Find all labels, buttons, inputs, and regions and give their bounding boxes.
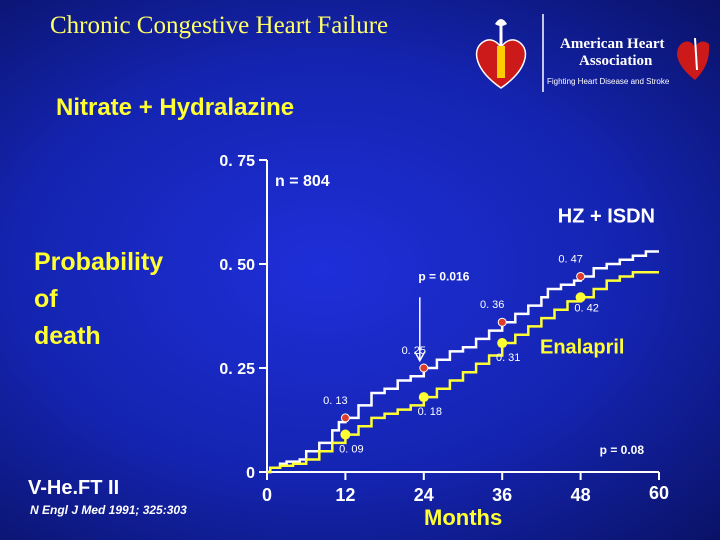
x-tick-label: 24 — [414, 485, 434, 505]
data-point — [497, 317, 507, 327]
x-axis-label: Months — [424, 505, 503, 530]
data-point — [575, 292, 586, 303]
sample-size-label: n = 804 — [275, 173, 330, 190]
data-point — [576, 271, 586, 281]
data-label: 0. 13 — [323, 395, 347, 407]
data-point — [497, 338, 508, 349]
x-tick-label: 48 — [571, 485, 591, 505]
y-tick-label: 0. 50 — [219, 257, 255, 274]
y-axis-label: Probability of death — [34, 244, 163, 355]
data-label: 0. 42 — [574, 302, 598, 314]
citation: N Engl J Med 1991; 325:303 — [30, 503, 187, 517]
x-tick-label: 0 — [262, 485, 272, 505]
y-tick-label: 0. 25 — [219, 361, 255, 378]
y-tick-label: 0. 75 — [219, 153, 255, 170]
aha-heart-icon — [677, 37, 710, 80]
legend-hz-isdn: HZ + ISDN — [558, 205, 655, 227]
x-tick-label: 60 — [649, 483, 669, 503]
slide-subtitle: Nitrate + Hydralazine — [56, 94, 295, 121]
heart-torch-icon — [475, 19, 527, 89]
y-tick-label: 0 — [246, 465, 255, 482]
y-axis-label-line: Probability — [34, 248, 164, 276]
aha-logo: American Heart Association Fighting Hear… — [475, 14, 710, 92]
data-point — [340, 429, 351, 440]
legend-enalapril: Enalapril — [540, 336, 624, 358]
data-point — [418, 392, 429, 403]
study-name: V-He.FT II — [28, 477, 120, 499]
logo-line2: Association — [579, 53, 653, 69]
data-label: 0. 18 — [418, 406, 442, 418]
y-axis-label-line: death — [34, 322, 101, 350]
arrow-head-icon — [414, 351, 426, 363]
x-tick-label: 36 — [492, 485, 512, 505]
data-point — [419, 363, 429, 373]
p-value-annotation: p = 0.08 — [600, 443, 645, 457]
p-value-annotation: p = 0.016 — [418, 270, 469, 284]
y-axis-label-line: of — [34, 285, 58, 313]
data-label: 0. 36 — [480, 299, 504, 311]
data-label: 0. 31 — [496, 352, 520, 364]
logo-tagline: Fighting Heart Disease and Stroke — [547, 77, 670, 86]
data-point — [340, 413, 350, 423]
slide-title: Chronic Congestive Heart Failure — [50, 12, 389, 39]
data-label: 0. 09 — [339, 444, 363, 456]
logo-line1: American Heart — [560, 36, 665, 52]
x-tick-label: 12 — [335, 485, 355, 505]
data-label: 0. 47 — [558, 253, 582, 265]
series-line-hz-isdn — [267, 250, 659, 474]
